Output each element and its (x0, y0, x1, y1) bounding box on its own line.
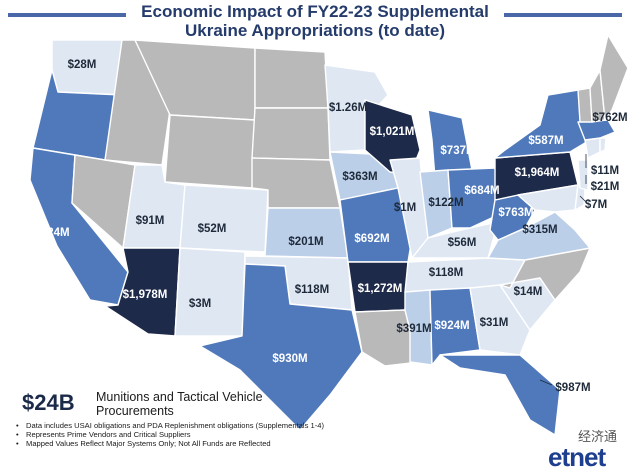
label-MA: $762M (592, 112, 627, 124)
label-KS: $201M (288, 236, 323, 248)
state-ME (599, 34, 629, 121)
label-KY: $56M (448, 237, 477, 249)
label-WV: $763M (498, 207, 533, 219)
label-NJ: $21M (591, 181, 620, 193)
legend-caption: Munitions and Tactical Vehicle Procureme… (96, 390, 263, 418)
state-GA (469, 284, 531, 356)
watermark-en: etnet (548, 442, 606, 472)
label-CT: $11M (591, 165, 619, 177)
state-TX (199, 263, 363, 431)
state-KS (264, 207, 349, 259)
map-title-line2: Ukraine Appropriations (to date) (184, 21, 446, 40)
total-amount: $24B (22, 390, 75, 415)
label-IN: $122M (428, 197, 463, 209)
label-AZ: $1,978M (123, 289, 168, 301)
state-ID (104, 39, 171, 166)
state-CT (584, 137, 601, 159)
title-area: Economic Impact of FY22-23 Supplemental … (0, 0, 630, 48)
leader-DE (579, 195, 587, 203)
state-AL (429, 287, 481, 366)
map-title: Economic Impact of FY22-23 Supplemental … (126, 2, 504, 40)
label-NM: $3M (189, 298, 211, 310)
label-GA: $31M (480, 317, 509, 329)
label-TX: $930M (272, 353, 307, 365)
label-CO: $52M (198, 223, 227, 235)
label-DE: $7M (585, 199, 607, 211)
label-MI: $737M (440, 145, 475, 157)
state-WY (164, 114, 256, 189)
state-MI (427, 109, 473, 179)
leader-FL (539, 379, 553, 386)
label-IA: $363M (342, 171, 377, 183)
label-NY: $587M (528, 135, 563, 147)
state-SD (251, 107, 331, 161)
state-CO (179, 184, 269, 253)
notes-list: Data includes USAI obligations and PDA R… (14, 421, 344, 448)
legend: $24B Munitions and Tactical Vehicle Proc… (8, 384, 338, 474)
label-OK: $118M (295, 284, 330, 296)
label-AR: $1,272M (358, 283, 403, 295)
label-TN: $118M (429, 267, 464, 279)
label-WI: $1,021M (370, 126, 415, 138)
title-rule-right (504, 13, 622, 17)
label-PA: $1,964M (515, 167, 560, 179)
state-NM (174, 247, 246, 337)
note-item: Mapped Values Reflect Major Systems Only… (14, 439, 344, 448)
state-FL (439, 354, 561, 436)
label-CA: $724M (34, 227, 69, 239)
state-MD (517, 184, 579, 213)
label-SC: $14M (514, 286, 543, 298)
watermark-logo: 经济通 etnet (548, 424, 628, 472)
map-title-line1: Economic Impact of FY22-23 Supplemental (141, 2, 489, 21)
label-OH: $684M (464, 185, 499, 197)
state-value-labels: $28M $724M $91M $52M $1,978M $3M $201M $… (34, 59, 627, 394)
state-NY (494, 89, 591, 159)
callout-leaders (539, 154, 587, 386)
watermark-cn: 经济通 (578, 430, 618, 445)
note-item: Represents Prime Vendors and Critical Su… (14, 430, 344, 439)
label-MS: $391M (396, 323, 431, 335)
label-VA: $315M (522, 224, 557, 236)
state-OH (447, 167, 499, 229)
label-MN: $1.26M (329, 102, 367, 114)
state-ND (254, 47, 329, 109)
title-rule-left (8, 13, 126, 17)
label-UT: $91M (136, 215, 165, 227)
note-item: Data includes USAI obligations and PDA R… (14, 421, 344, 430)
state-NJ (577, 159, 589, 191)
label-MO: $692M (354, 233, 389, 245)
label-WA: $28M (68, 59, 97, 71)
label-AL: $924M (434, 320, 469, 332)
label-IL: $1M (394, 202, 416, 214)
label-FL: $987M (555, 382, 590, 394)
state-RI (599, 137, 607, 153)
